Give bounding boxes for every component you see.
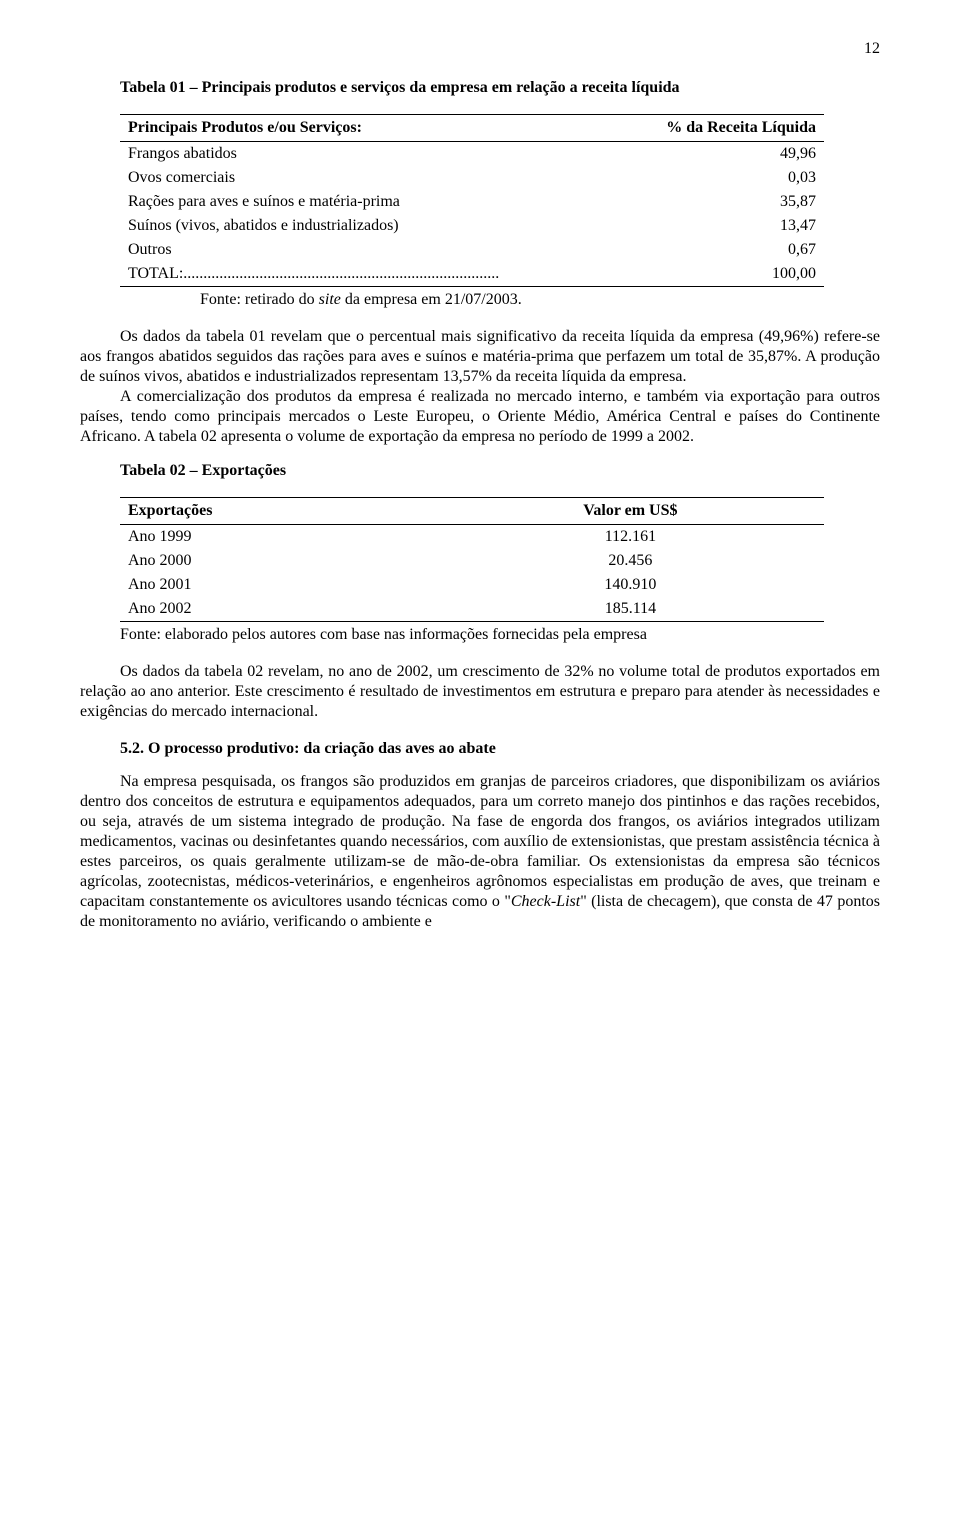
cell-total-label: TOTAL:..................................…	[120, 262, 613, 287]
table1: Principais Produtos e/ou Serviços: % da …	[120, 114, 824, 287]
cell-label: Suínos (vivos, abatidos e industrializad…	[120, 214, 613, 238]
table1-col2-header: % da Receita Líquida	[613, 114, 824, 141]
table-row: Suínos (vivos, abatidos e industrializad…	[120, 214, 824, 238]
paragraph-1: Os dados da tabela 01 revelam que o perc…	[80, 327, 880, 387]
table1-col1-header: Principais Produtos e/ou Serviços:	[120, 114, 613, 141]
table2-source: Fonte: elaborado pelos autores com base …	[120, 626, 880, 644]
source-suffix: da empresa em 21/07/2003.	[341, 291, 522, 308]
cell-label: Outros	[120, 238, 613, 262]
table-row: Outros 0,67	[120, 238, 824, 262]
table-row: Ovos comerciais 0,03	[120, 166, 824, 190]
table1-source: Fonte: retirado do site da empresa em 21…	[200, 291, 880, 309]
table1-caption: Tabela 01 – Principais produtos e serviç…	[120, 78, 880, 99]
cell-label: Ovos comerciais	[120, 166, 613, 190]
page-number: 12	[80, 40, 880, 58]
paragraph-4: Na empresa pesquisada, os frangos são pr…	[80, 772, 880, 932]
table-row: Ano 1999 112.161	[120, 524, 824, 549]
source-italic: site	[319, 291, 341, 308]
cell-label: Rações para aves e suínos e matéria-prim…	[120, 190, 613, 214]
table2: Exportações Valor em US$ Ano 1999 112.16…	[120, 497, 824, 622]
table-row-total: TOTAL:..................................…	[120, 262, 824, 287]
cell-value: 49,96	[613, 141, 824, 166]
para4-part-a: Na empresa pesquisada, os frangos são pr…	[80, 773, 880, 910]
section-heading: 5.2. O processo produtivo: da criação da…	[120, 740, 880, 758]
table2-col2-header: Valor em US$	[437, 497, 824, 524]
table-row: Frangos abatidos 49,96	[120, 141, 824, 166]
table-row: Ano 2002 185.114	[120, 597, 824, 622]
table-row: Rações para aves e suínos e matéria-prim…	[120, 190, 824, 214]
cell-value: 35,87	[613, 190, 824, 214]
cell-label: Ano 1999	[120, 524, 437, 549]
para4-italic: Check-List	[511, 893, 580, 910]
table-row: Ano 2000 20.456	[120, 549, 824, 573]
cell-value: 0,03	[613, 166, 824, 190]
table2-caption: Tabela 02 – Exportações	[120, 461, 880, 482]
cell-label: Ano 2001	[120, 573, 437, 597]
cell-label: Ano 2002	[120, 597, 437, 622]
paragraph-2: A comercialização dos produtos da empres…	[80, 387, 880, 447]
cell-total-value: 100,00	[613, 262, 824, 287]
cell-value: 185.114	[437, 597, 824, 622]
paragraph-3: Os dados da tabela 02 revelam, no ano de…	[80, 662, 880, 722]
cell-value: 112.161	[437, 524, 824, 549]
cell-value: 0,67	[613, 238, 824, 262]
cell-label: Ano 2000	[120, 549, 437, 573]
table2-col1-header: Exportações	[120, 497, 437, 524]
page-content: 12 Tabela 01 – Principais produtos e ser…	[0, 0, 960, 986]
cell-label: Frangos abatidos	[120, 141, 613, 166]
source-prefix: Fonte: retirado do	[200, 291, 319, 308]
cell-value: 20.456	[437, 549, 824, 573]
cell-value: 13,47	[613, 214, 824, 238]
table-row: Ano 2001 140.910	[120, 573, 824, 597]
cell-value: 140.910	[437, 573, 824, 597]
